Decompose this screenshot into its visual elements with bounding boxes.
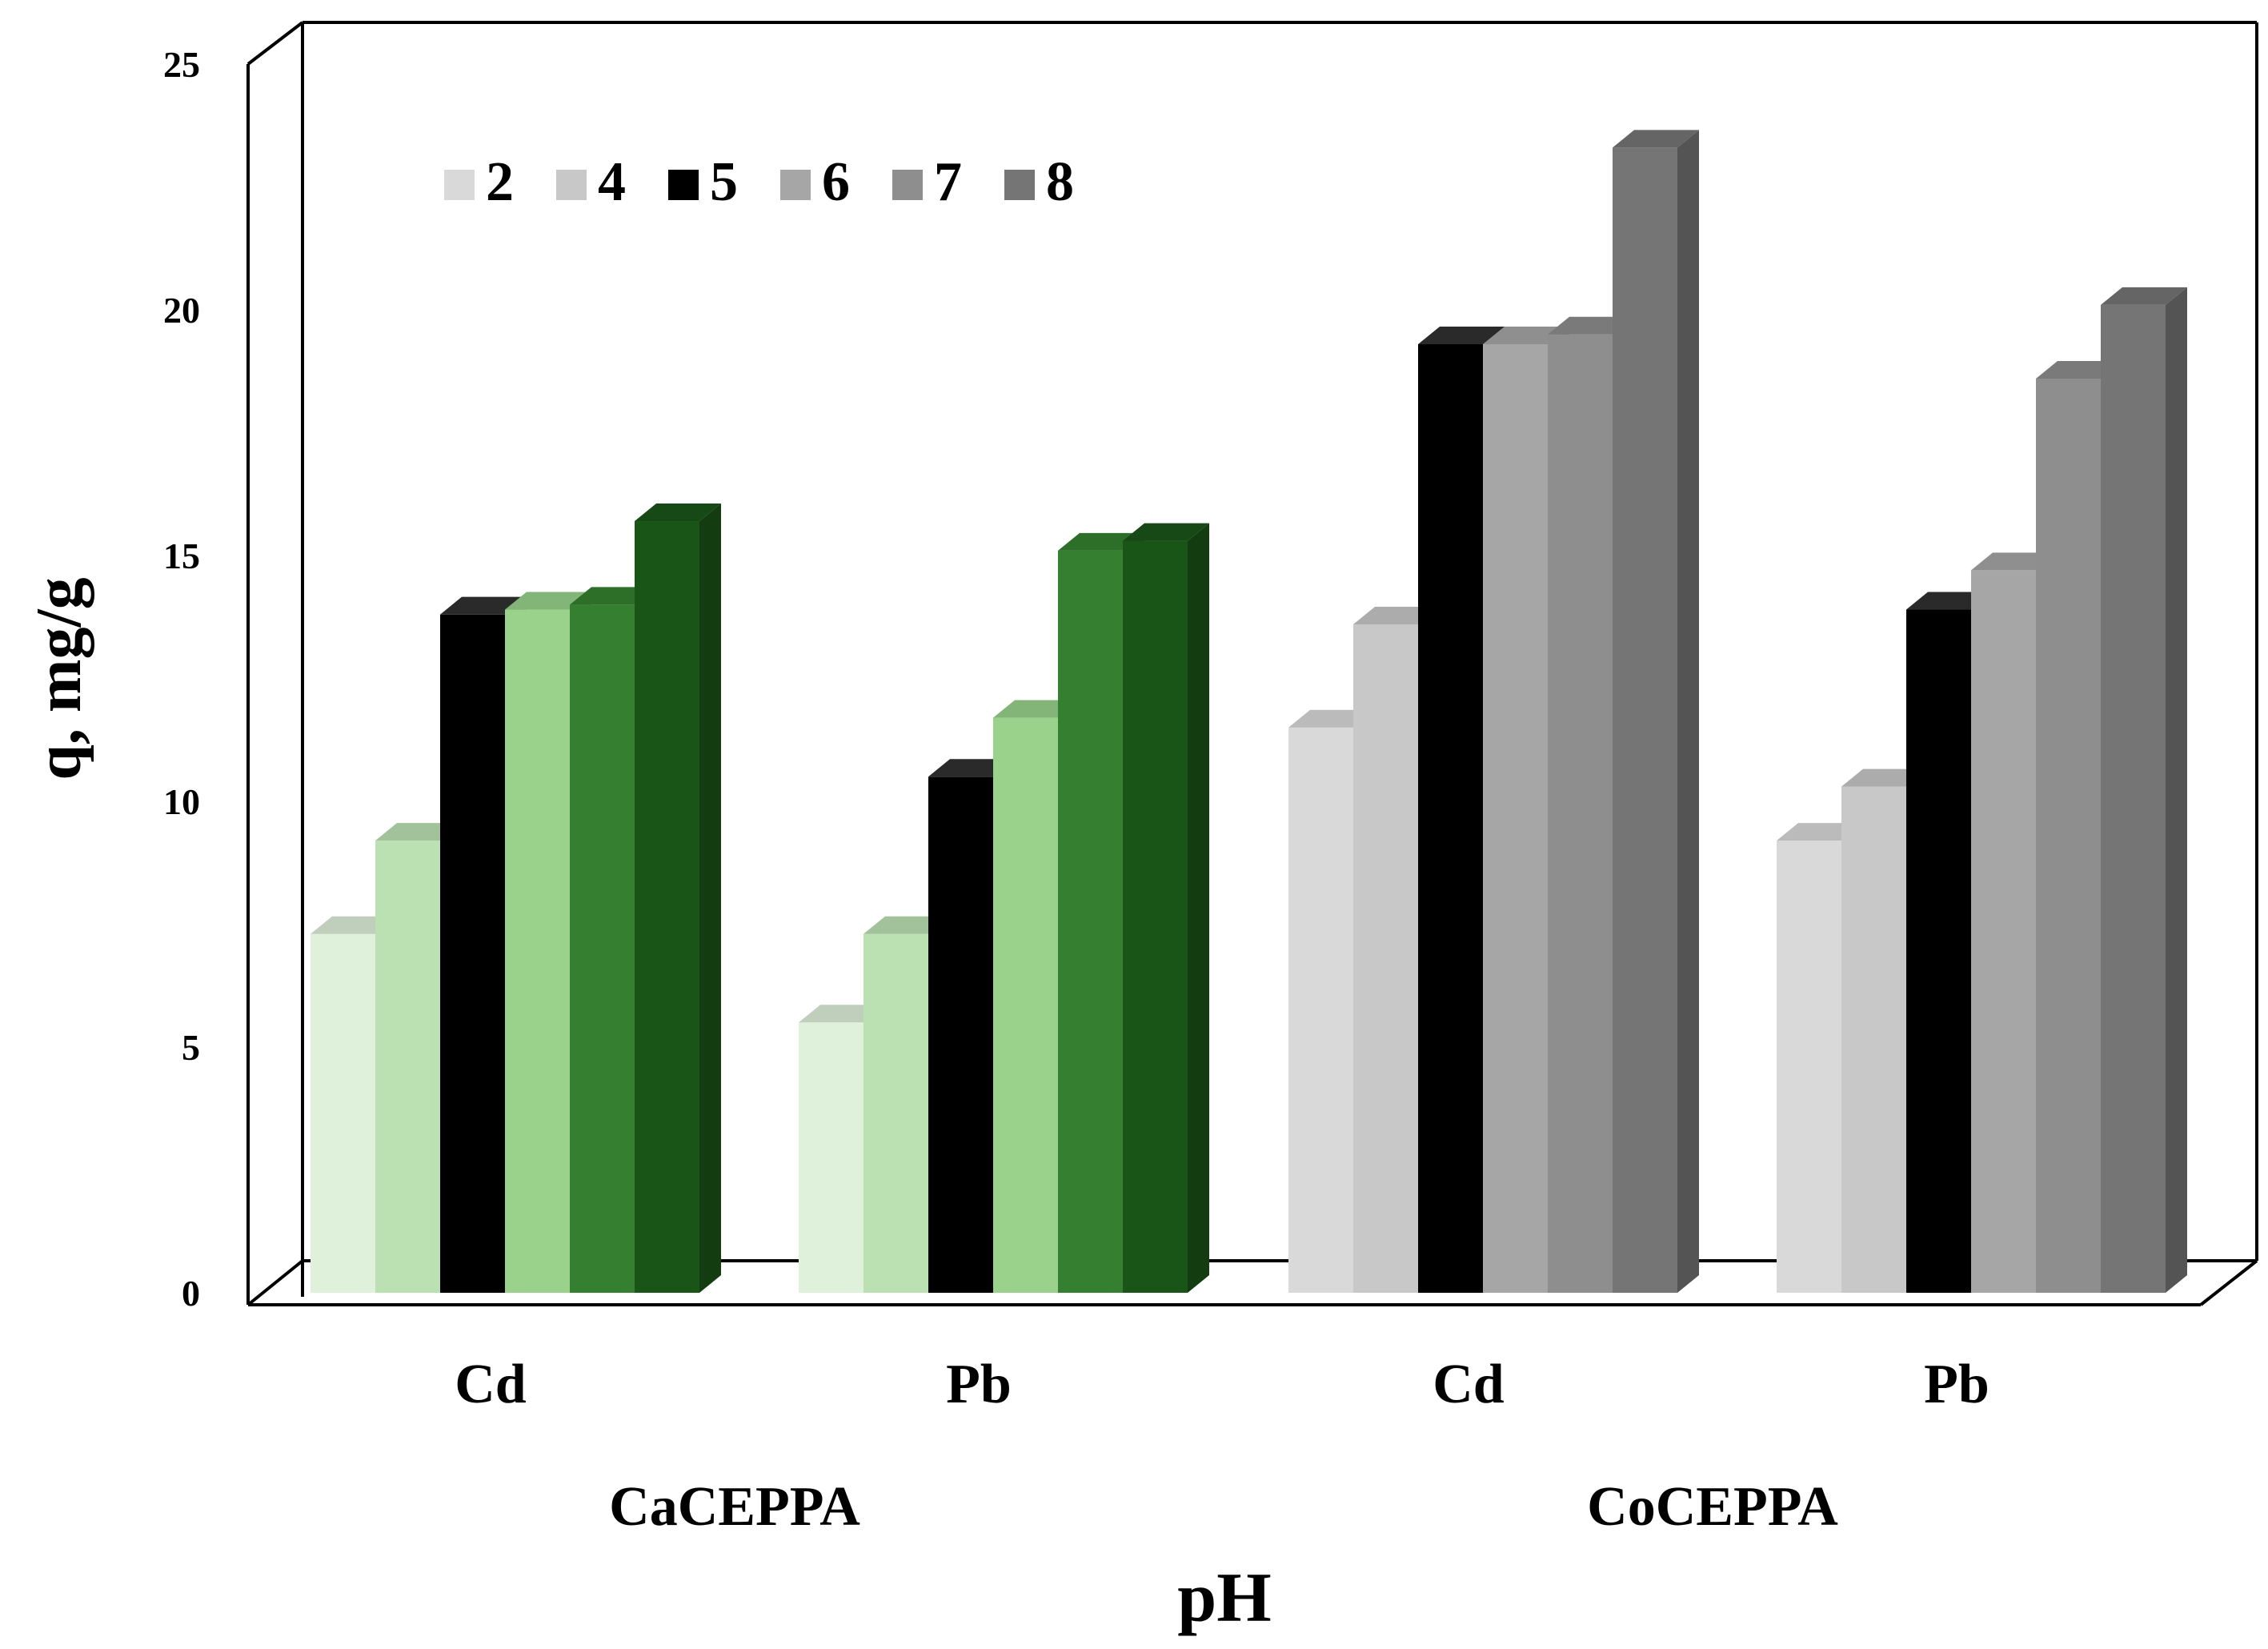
y-tick-label: 25 — [163, 44, 200, 85]
bar-front — [2036, 378, 2101, 1294]
bar-front — [928, 776, 993, 1293]
y-tick-label: 15 — [163, 536, 200, 576]
bar-front — [2101, 304, 2166, 1293]
y-axis-title: q, mg/g — [24, 577, 94, 780]
bar-front — [1777, 841, 1841, 1293]
bar-side — [1188, 523, 1209, 1293]
side-wall-top — [246, 21, 304, 66]
bar-front — [1418, 343, 1483, 1294]
y-axis-ticks: 0 5 10 15 20 25 — [163, 44, 200, 1314]
bar-front — [1483, 343, 1548, 1294]
bar-front — [864, 933, 928, 1293]
bar-top — [2101, 287, 2187, 305]
group-label-caceppa: CaCEPPA — [609, 1476, 860, 1538]
legend-swatch — [892, 170, 923, 200]
bar-front — [635, 521, 699, 1293]
legend-label: 2 — [486, 151, 514, 213]
y-tick-label: 5 — [182, 1027, 200, 1068]
bar-front — [1841, 786, 1906, 1293]
bar — [1123, 523, 1209, 1293]
bar — [2101, 287, 2187, 1293]
legend-label: 5 — [710, 151, 738, 213]
floor-left-edge — [246, 1259, 304, 1306]
bar-front — [311, 933, 375, 1293]
legend-label: 7 — [934, 151, 962, 213]
legend-label: 8 — [1046, 151, 1074, 213]
category-label-pb-caceppa: Pb — [946, 1354, 1012, 1415]
bar-front — [1058, 550, 1123, 1293]
bar-front — [1548, 334, 1613, 1294]
bar — [1613, 130, 1699, 1293]
bar-front — [1353, 624, 1418, 1293]
category-label-cd-caceppa: Cd — [455, 1354, 527, 1415]
bar — [635, 504, 721, 1293]
legend-swatch — [1004, 170, 1035, 200]
x-axis-title: pH — [1177, 1559, 1271, 1637]
bar-top — [1418, 326, 1505, 344]
bar-front — [505, 609, 570, 1293]
bar-front — [1971, 570, 2036, 1293]
legend-label: 4 — [598, 151, 626, 213]
bar-top — [1613, 130, 1699, 148]
legend-swatch — [556, 170, 587, 200]
floor-right-edge — [2199, 1259, 2258, 1306]
legend-label: 6 — [822, 151, 850, 213]
bar-side — [1677, 130, 1699, 1293]
bar-front — [1288, 727, 1353, 1293]
y-tick-label: 0 — [182, 1273, 200, 1314]
bar-front — [570, 604, 635, 1293]
bar-side — [699, 504, 721, 1293]
legend-swatch — [780, 170, 811, 200]
bar-front — [440, 614, 505, 1293]
bar-front — [1906, 609, 1971, 1293]
bar-front — [1123, 540, 1188, 1293]
bar-side — [2166, 287, 2187, 1293]
legend: 2 4 5 6 7 8 — [444, 151, 1074, 213]
legend-swatch — [668, 170, 699, 200]
y-tick-label: 20 — [163, 290, 200, 331]
category-label-cd-coceppa: Cd — [1433, 1354, 1505, 1415]
bar-front — [1613, 147, 1677, 1293]
y-tick-label: 10 — [163, 781, 200, 822]
legend-swatch — [444, 170, 475, 200]
bar-front — [993, 717, 1058, 1293]
bar-front — [375, 841, 440, 1293]
bar-front — [799, 1022, 864, 1293]
bar-top — [1123, 523, 1209, 541]
category-label-pb-coceppa: Pb — [1924, 1354, 1990, 1415]
bar-top — [635, 504, 721, 522]
group-label-coceppa: CoCEPPA — [1587, 1476, 1838, 1538]
bars-layer — [311, 130, 2187, 1294]
